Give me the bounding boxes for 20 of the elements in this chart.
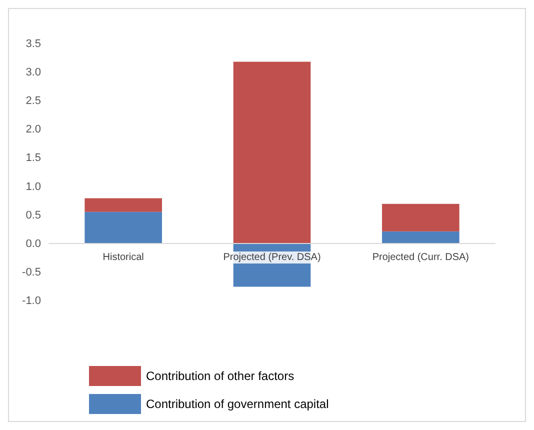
bar [382, 231, 460, 244]
y-tick-label: 2.0 [26, 124, 41, 136]
x-tick-label: Projected (Curr. DSA) [372, 252, 470, 263]
bar [233, 62, 311, 244]
legend-label: Contribution of other factors [146, 369, 294, 383]
y-tick-label: 1.5 [26, 152, 41, 164]
y-tick-label: 0.0 [26, 238, 41, 250]
legend-label: Contribution of government capital [146, 397, 329, 411]
bar [382, 204, 460, 232]
y-tick-label: 3.0 [26, 66, 41, 79]
bar [84, 198, 162, 212]
y-tick-label: 0.5 [26, 209, 41, 222]
y-tick-label: 3.5 [26, 38, 41, 50]
x-tick-label: Projected (Prev. DSA) [223, 252, 321, 263]
y-tick-label: 1.0 [26, 180, 41, 193]
y-tick-label: 2.5 [26, 95, 41, 108]
y-tick-label: -1.0 [22, 295, 41, 307]
x-tick-label: Historical [102, 252, 144, 263]
y-tick-label: -0.5 [22, 266, 41, 278]
bar [84, 212, 162, 244]
